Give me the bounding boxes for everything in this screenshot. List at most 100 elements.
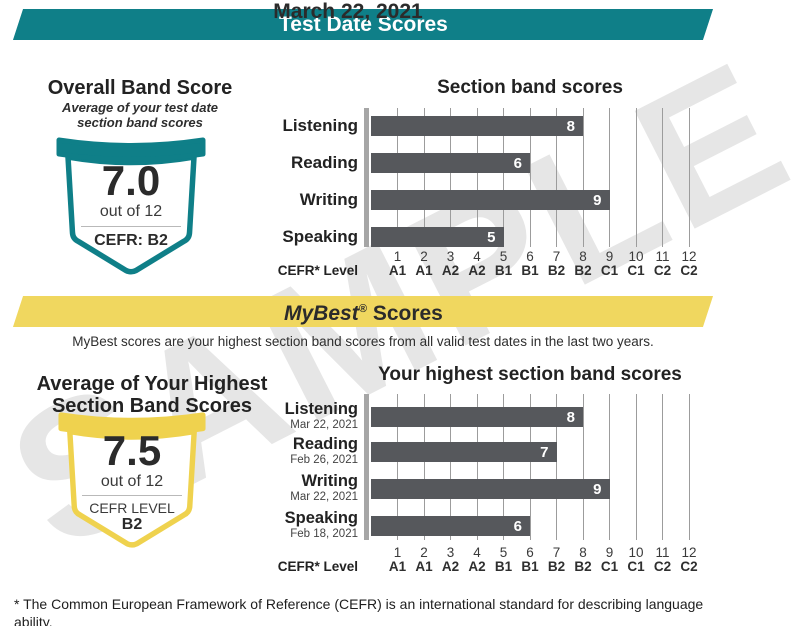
mybest-score-outof: out of 12 <box>100 473 164 490</box>
gridline <box>503 108 504 247</box>
x-tick-cefr: A1 <box>388 559 407 574</box>
x-tick-cefr: A2 <box>441 559 460 574</box>
badge-divider <box>81 226 181 227</box>
gridline <box>582 108 584 247</box>
bar-writing: 9 <box>371 479 610 499</box>
bar-value-label: 9 <box>593 480 602 498</box>
x-tick-cefr: C2 <box>680 263 698 278</box>
category-label-writing: Writing <box>299 190 358 209</box>
category-label-reading: Reading Feb 26, 2021 <box>188 436 358 467</box>
gridline <box>476 108 478 247</box>
x-tick-number: 9 <box>605 545 614 560</box>
x-tick-number: 11 <box>655 249 670 264</box>
x-tick-number: 8 <box>579 545 587 560</box>
x-tick-number: 9 <box>605 249 614 264</box>
x-tick-number: 6 <box>526 545 534 560</box>
category-label-writing: Writing Mar 22, 2021 <box>188 473 358 504</box>
overall-badge-content: 7.0 out of 12 CEFR: B2 <box>54 131 208 279</box>
cefr-footnote: * The Common European Framework of Refer… <box>14 596 704 626</box>
gridline <box>476 394 478 540</box>
bar-listening: 8 <box>371 407 583 427</box>
x-tick-cefr: B2 <box>574 559 592 574</box>
x-tick-number: 2 <box>420 249 428 264</box>
bar-listening: 8 <box>371 116 583 136</box>
gridline <box>662 108 663 247</box>
category-name: Speaking <box>284 509 358 527</box>
category-label-reading: Reading <box>290 153 358 172</box>
gridline <box>397 108 398 247</box>
section-band-scores-chart: 8 6 9 5 Listening Reading Writing Speaking 1 A1 2 A… <box>188 108 700 280</box>
x-tick-number: 1 <box>393 545 402 560</box>
x-tick-number: 6 <box>526 249 534 264</box>
overall-score-badge: 7.0 out of 12 CEFR: B2 <box>54 131 208 279</box>
x-tick-number: 5 <box>499 545 508 560</box>
gridline <box>450 394 451 540</box>
gridline <box>609 394 610 540</box>
average-highest-title-line2: Section Band Scores <box>51 395 253 417</box>
x-tick-number: 10 <box>628 545 644 560</box>
x-tick-cefr: A2 <box>468 263 486 278</box>
cefr-level-axis-label: CEFR* Level <box>277 263 358 278</box>
x-tick-cefr: B2 <box>547 263 566 278</box>
x-tick-cefr: B1 <box>494 559 513 574</box>
gridline <box>635 108 637 247</box>
category-label-listening: Listening Mar 22, 2021 <box>188 401 358 432</box>
badge-divider <box>82 495 182 496</box>
x-tick-cefr: C2 <box>680 559 698 574</box>
gridline <box>503 394 504 540</box>
overall-band-score-subtitle: Average of your test date section band s… <box>20 100 260 130</box>
gridline <box>529 394 531 540</box>
overall-score-outof: out of 12 <box>99 203 163 220</box>
gridline <box>688 394 690 540</box>
gridline <box>635 394 637 540</box>
x-tick-number: 11 <box>655 545 670 560</box>
x-tick-cefr: C1 <box>600 559 619 574</box>
gridline <box>662 394 663 540</box>
x-tick-cefr: C1 <box>627 559 645 574</box>
bar-value-label: 8 <box>566 408 575 426</box>
bar-speaking: 5 <box>371 227 504 247</box>
category-name: Reading <box>292 435 358 453</box>
x-tick-cefr: A2 <box>468 559 486 574</box>
x-tick-number: 4 <box>473 249 481 264</box>
category-name: Listening <box>284 400 358 418</box>
x-tick-cefr: A2 <box>441 263 460 278</box>
overall-subtitle-line1: Average of your test date <box>61 100 219 115</box>
overall-band-score-title: Overall Band Score <box>47 77 233 99</box>
x-tick-number: 3 <box>446 249 455 264</box>
category-date: Feb 18, 2021 <box>290 528 358 540</box>
x-tick-cefr: C1 <box>627 263 645 278</box>
bar-value-label: 6 <box>513 517 522 535</box>
bar-speaking: 6 <box>371 516 530 536</box>
gridline <box>529 108 531 247</box>
mybest-score-value: 7.5 <box>102 427 162 474</box>
average-highest-title: Average of Your Highest Section Band Sco… <box>22 373 282 417</box>
category-date: Feb 26, 2021 <box>290 454 358 466</box>
bar-writing: 9 <box>371 190 610 210</box>
x-tick-cefr: B1 <box>521 559 539 574</box>
category-date: Mar 22, 2021 <box>290 491 358 503</box>
x-tick-number: 5 <box>499 249 508 264</box>
gridline <box>582 394 584 540</box>
shield-badge-teal-icon <box>56 137 206 275</box>
overall-score-value: 7.0 <box>101 157 161 204</box>
x-tick-number: 8 <box>579 249 587 264</box>
x-tick-cefr: B1 <box>494 263 513 278</box>
x-tick-cefr: A1 <box>388 263 407 278</box>
cefr-level-axis-label: CEFR* Level <box>277 559 358 574</box>
highest-section-band-scores-chart-title: Your highest section band scores <box>378 364 682 385</box>
x-tick-cefr: B1 <box>521 263 539 278</box>
bar-value-label: 7 <box>540 443 549 461</box>
gridline <box>556 108 557 247</box>
x-tick-cefr: C2 <box>653 263 672 278</box>
bar-value-label: 9 <box>593 191 602 209</box>
overall-cefr-level: CEFR: B2 <box>94 232 168 249</box>
x-tick-cefr: C1 <box>600 263 619 278</box>
y-axis-line <box>364 394 369 540</box>
mybest-cefr-label: CEFR LEVEL <box>89 500 175 516</box>
y-axis-line <box>364 108 369 247</box>
plot-area: 8 6 9 5 <box>364 108 690 247</box>
category-label-listening: Listening <box>282 116 358 135</box>
average-highest-title-line1: Average of Your Highest <box>36 373 268 395</box>
